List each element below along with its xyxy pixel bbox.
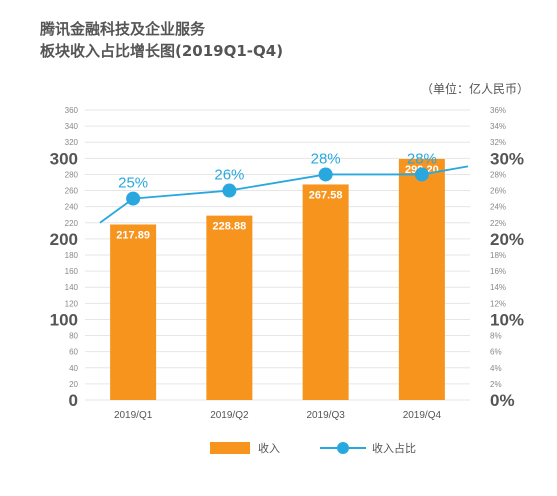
share-point [222,183,237,198]
y-left-tick-label: 320 [65,138,79,147]
y-left-tick-label: 20 [69,380,78,389]
y-left-tick-label: 160 [65,267,79,276]
y-right-tick-label: 26% [490,187,506,196]
y-left-tick-label: 280 [65,170,79,179]
y-right-tick-label: 2% [490,380,502,389]
y-right-tick-label: 34% [490,122,506,131]
unit-label: （单位：亿人民币） [420,82,529,96]
y-left-tick-label: 40 [69,364,78,373]
y-right-tick-label: 32% [490,138,506,147]
x-category-label: 2019/Q3 [306,410,345,421]
x-category-label: 2019/Q4 [403,410,442,421]
legend-bar-swatch [210,442,250,454]
y-right-tick-label: 12% [490,299,506,308]
legend-item-revenue: 收入 [210,440,280,456]
revenue-bar [302,184,349,400]
y-right-tick-label: 0% [490,391,515,410]
chart-title-line-1: 腾讯金融科技及企业服务 [40,20,206,38]
y-right-tick-label: 36% [490,106,506,115]
legend-share-label: 收入占比 [372,442,416,455]
share-point-label: 26% [214,167,244,184]
y-left-tick-label: 220 [65,219,79,228]
y-right-tick-label: 22% [490,219,506,228]
legend-item-share: 收入占比 [320,440,416,456]
revenue-bar [110,224,157,400]
revenue-bar [398,158,445,400]
revenue-bar-label: 267.58 [309,189,343,201]
y-left-tick-label: 200 [50,230,78,249]
y-right-tick-label: 20% [490,230,524,249]
revenue-bar-label: 228.88 [213,221,247,233]
y-left-tick-label: 260 [65,187,79,196]
y-left-tick-label: 120 [65,299,79,308]
y-right-tick-label: 14% [490,283,506,292]
chart-title-line-2: 板块收入占比增长图(2019Q1-Q4) [40,42,284,60]
y-right-tick-label: 16% [490,267,506,276]
y-left-tick-label: 0 [69,391,78,410]
share-point-label: 25% [118,175,148,192]
y-left-tick-label: 360 [65,106,79,115]
y-right-tick-label: 24% [490,203,506,212]
y-left-tick-label: 180 [65,251,79,260]
share-point-label: 28% [407,150,437,167]
y-left-tick-label: 100 [50,310,78,329]
y-right-tick-label: 30% [490,149,524,168]
y-left-tick-label: 340 [65,122,79,131]
revenue-bar-label: 217.89 [116,229,150,241]
share-point-label: 28% [311,150,341,167]
share-point [318,167,333,182]
y-left-tick-label: 240 [65,203,79,212]
share-point [414,167,429,182]
y-left-tick-label: 60 [69,348,78,357]
legend-line-swatch [320,442,366,454]
y-left-tick-label: 80 [69,332,78,341]
revenue-bar [206,215,253,400]
y-right-tick-label: 4% [490,364,502,373]
y-right-tick-label: 28% [490,170,506,179]
x-category-label: 2019/Q2 [210,410,249,421]
legend-revenue-label: 收入 [258,442,280,455]
share-point [126,191,141,206]
y-right-tick-label: 18% [490,251,506,260]
y-right-tick-label: 6% [490,348,502,357]
x-category-label: 2019/Q1 [114,410,153,421]
y-right-tick-label: 10% [490,310,524,329]
y-right-tick-label: 8% [490,332,502,341]
y-left-tick-label: 300 [50,149,78,168]
y-left-tick-label: 140 [65,283,79,292]
